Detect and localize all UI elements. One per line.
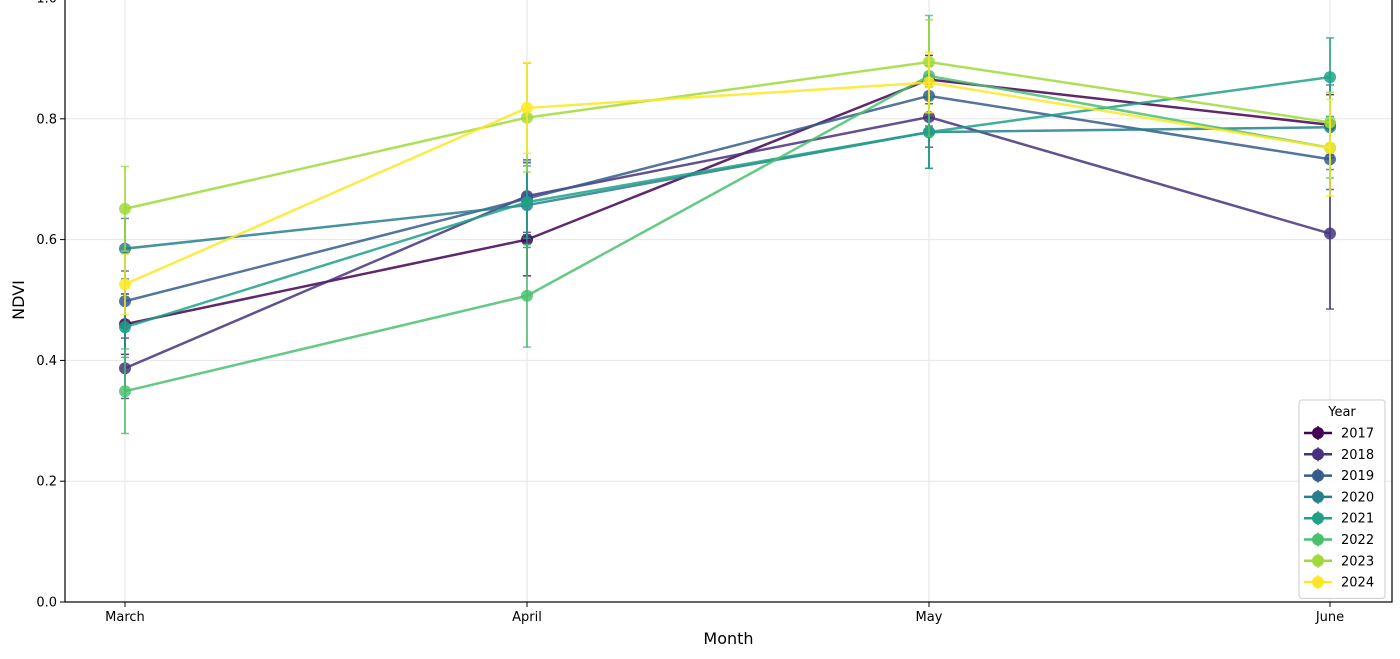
legend-items: 2017 2018 2019 2020 2021 2022 2023 2024	[1304, 426, 1374, 591]
series-line	[124, 60, 1331, 211]
data-point	[119, 385, 131, 398]
series-line	[124, 74, 1331, 393]
legend-marker	[1312, 448, 1324, 461]
data-point	[521, 101, 533, 114]
y-tick-label: 0.2	[36, 475, 57, 490]
x-tick-label: April	[512, 610, 542, 625]
axis-ticks: 0.0 0.2 0.4 0.6 0.8 1.0 March April May June	[36, 0, 1344, 625]
series-line	[124, 115, 1331, 370]
x-tick-label: March	[105, 610, 145, 625]
legend-marker	[1312, 490, 1324, 503]
legend-label: 2021	[1341, 512, 1374, 527]
series-line	[124, 75, 1331, 329]
y-axis-label: NDVI	[9, 280, 28, 320]
legend-marker	[1312, 533, 1324, 546]
data-point	[119, 278, 131, 291]
series-line	[124, 81, 1331, 286]
legend-marker	[1312, 427, 1324, 439]
data-point	[119, 202, 131, 215]
legend-label: 2023	[1341, 554, 1374, 569]
data-point	[1324, 71, 1336, 84]
series-2024	[119, 51, 1336, 316]
legend-item-2018: 2018	[1304, 447, 1374, 463]
x-axis-label: Month	[703, 629, 753, 648]
data-point	[521, 289, 533, 302]
series-layer	[119, 14, 1336, 435]
legend-label: 2020	[1341, 490, 1374, 505]
data-point	[119, 321, 131, 334]
legend-label: 2024	[1341, 576, 1374, 591]
y-tick-label: 0.6	[36, 233, 57, 248]
series-2022	[119, 14, 1336, 435]
legend: Year 2017 2018 2019 2020 2021 2022 2023 2024	[1298, 399, 1386, 599]
series-2021	[119, 37, 1336, 359]
data-point	[1324, 227, 1336, 240]
series-2023	[119, 18, 1336, 252]
legend-label: 2019	[1341, 469, 1374, 484]
legend-item-2023: 2023	[1304, 553, 1374, 569]
legend-item-2020: 2020	[1304, 489, 1374, 505]
legend-marker	[1312, 469, 1324, 482]
series-line	[124, 94, 1331, 303]
legend-item-2021: 2021	[1304, 511, 1374, 527]
legend-label: 2018	[1341, 448, 1374, 463]
legend-label: 2017	[1341, 427, 1374, 442]
data-point	[1324, 141, 1336, 154]
legend-title: Year	[1327, 405, 1356, 420]
legend-item-2017: 2017	[1304, 426, 1374, 442]
series-line	[124, 126, 1331, 250]
y-tick-label: 0.0	[36, 596, 57, 611]
legend-marker	[1312, 512, 1324, 525]
legend-label: 2022	[1341, 533, 1374, 548]
legend-marker	[1312, 576, 1324, 589]
y-tick-label: 0.8	[36, 112, 57, 127]
x-tick-label: May	[916, 610, 943, 625]
plot-area-frame	[64, 0, 1393, 603]
y-tick-label: 1.0	[36, 0, 57, 7]
legend-item-2019: 2019	[1304, 468, 1374, 484]
x-tick-label: June	[1315, 610, 1344, 625]
series-2018	[119, 86, 1336, 400]
legend-item-2024: 2024	[1304, 575, 1374, 591]
legend-marker	[1312, 554, 1324, 567]
y-tick-label: 0.4	[36, 354, 57, 369]
data-point	[923, 76, 935, 89]
data-point	[521, 196, 533, 209]
legend-item-2022: 2022	[1304, 532, 1374, 548]
